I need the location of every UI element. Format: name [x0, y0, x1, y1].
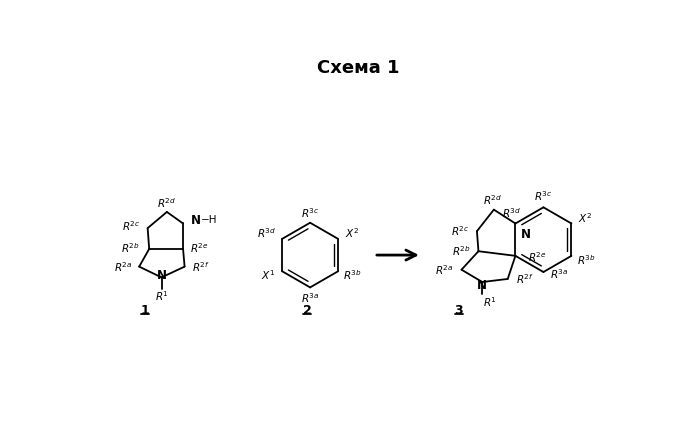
Text: $R^{3a}$: $R^{3a}$: [301, 291, 319, 305]
Text: $R^{1}$: $R^{1}$: [483, 295, 497, 309]
Text: $X^{2}$: $X^{2}$: [578, 211, 592, 225]
Text: $R^{2e}$: $R^{2e}$: [190, 241, 208, 255]
Text: $X^{2}$: $X^{2}$: [345, 226, 359, 240]
Text: N: N: [190, 214, 201, 227]
Text: $R^{2f}$: $R^{2f}$: [192, 260, 210, 273]
Text: $R^{1}$: $R^{1}$: [154, 289, 168, 303]
Text: Схема 1: Схема 1: [317, 59, 399, 77]
Text: $X^{1}$: $X^{1}$: [261, 268, 275, 282]
Text: $R^{2b}$: $R^{2b}$: [120, 241, 139, 255]
Text: N: N: [521, 228, 531, 241]
Text: $R^{2c}$: $R^{2c}$: [451, 224, 469, 238]
Text: $R^{2c}$: $R^{2c}$: [122, 220, 140, 233]
Text: $R^{3b}$: $R^{3b}$: [343, 268, 361, 282]
Text: $R^{3d}$: $R^{3d}$: [502, 206, 521, 219]
Text: $R^{2f}$: $R^{2f}$: [516, 272, 534, 286]
Text: 1: 1: [141, 304, 150, 317]
Text: −H: −H: [201, 215, 217, 226]
Text: $R^{3b}$: $R^{3b}$: [577, 253, 596, 267]
Text: 3: 3: [454, 304, 463, 317]
Text: $R^{2a}$: $R^{2a}$: [115, 260, 133, 273]
Text: $R^{2d}$: $R^{2d}$: [157, 197, 177, 210]
Text: $R^{2b}$: $R^{2b}$: [452, 244, 471, 258]
Text: N: N: [477, 279, 487, 293]
Text: $R^{2a}$: $R^{2a}$: [435, 263, 454, 277]
Text: $R^{2e}$: $R^{2e}$: [528, 251, 547, 264]
Text: 2: 2: [303, 304, 312, 317]
Text: $R^{3c}$: $R^{3c}$: [301, 206, 319, 219]
Text: $R^{3a}$: $R^{3a}$: [549, 268, 568, 281]
Text: $R^{3d}$: $R^{3d}$: [257, 226, 276, 240]
Text: N: N: [157, 268, 166, 282]
Text: $R^{3c}$: $R^{3c}$: [534, 190, 553, 203]
Text: $R^{2d}$: $R^{2d}$: [483, 193, 502, 207]
